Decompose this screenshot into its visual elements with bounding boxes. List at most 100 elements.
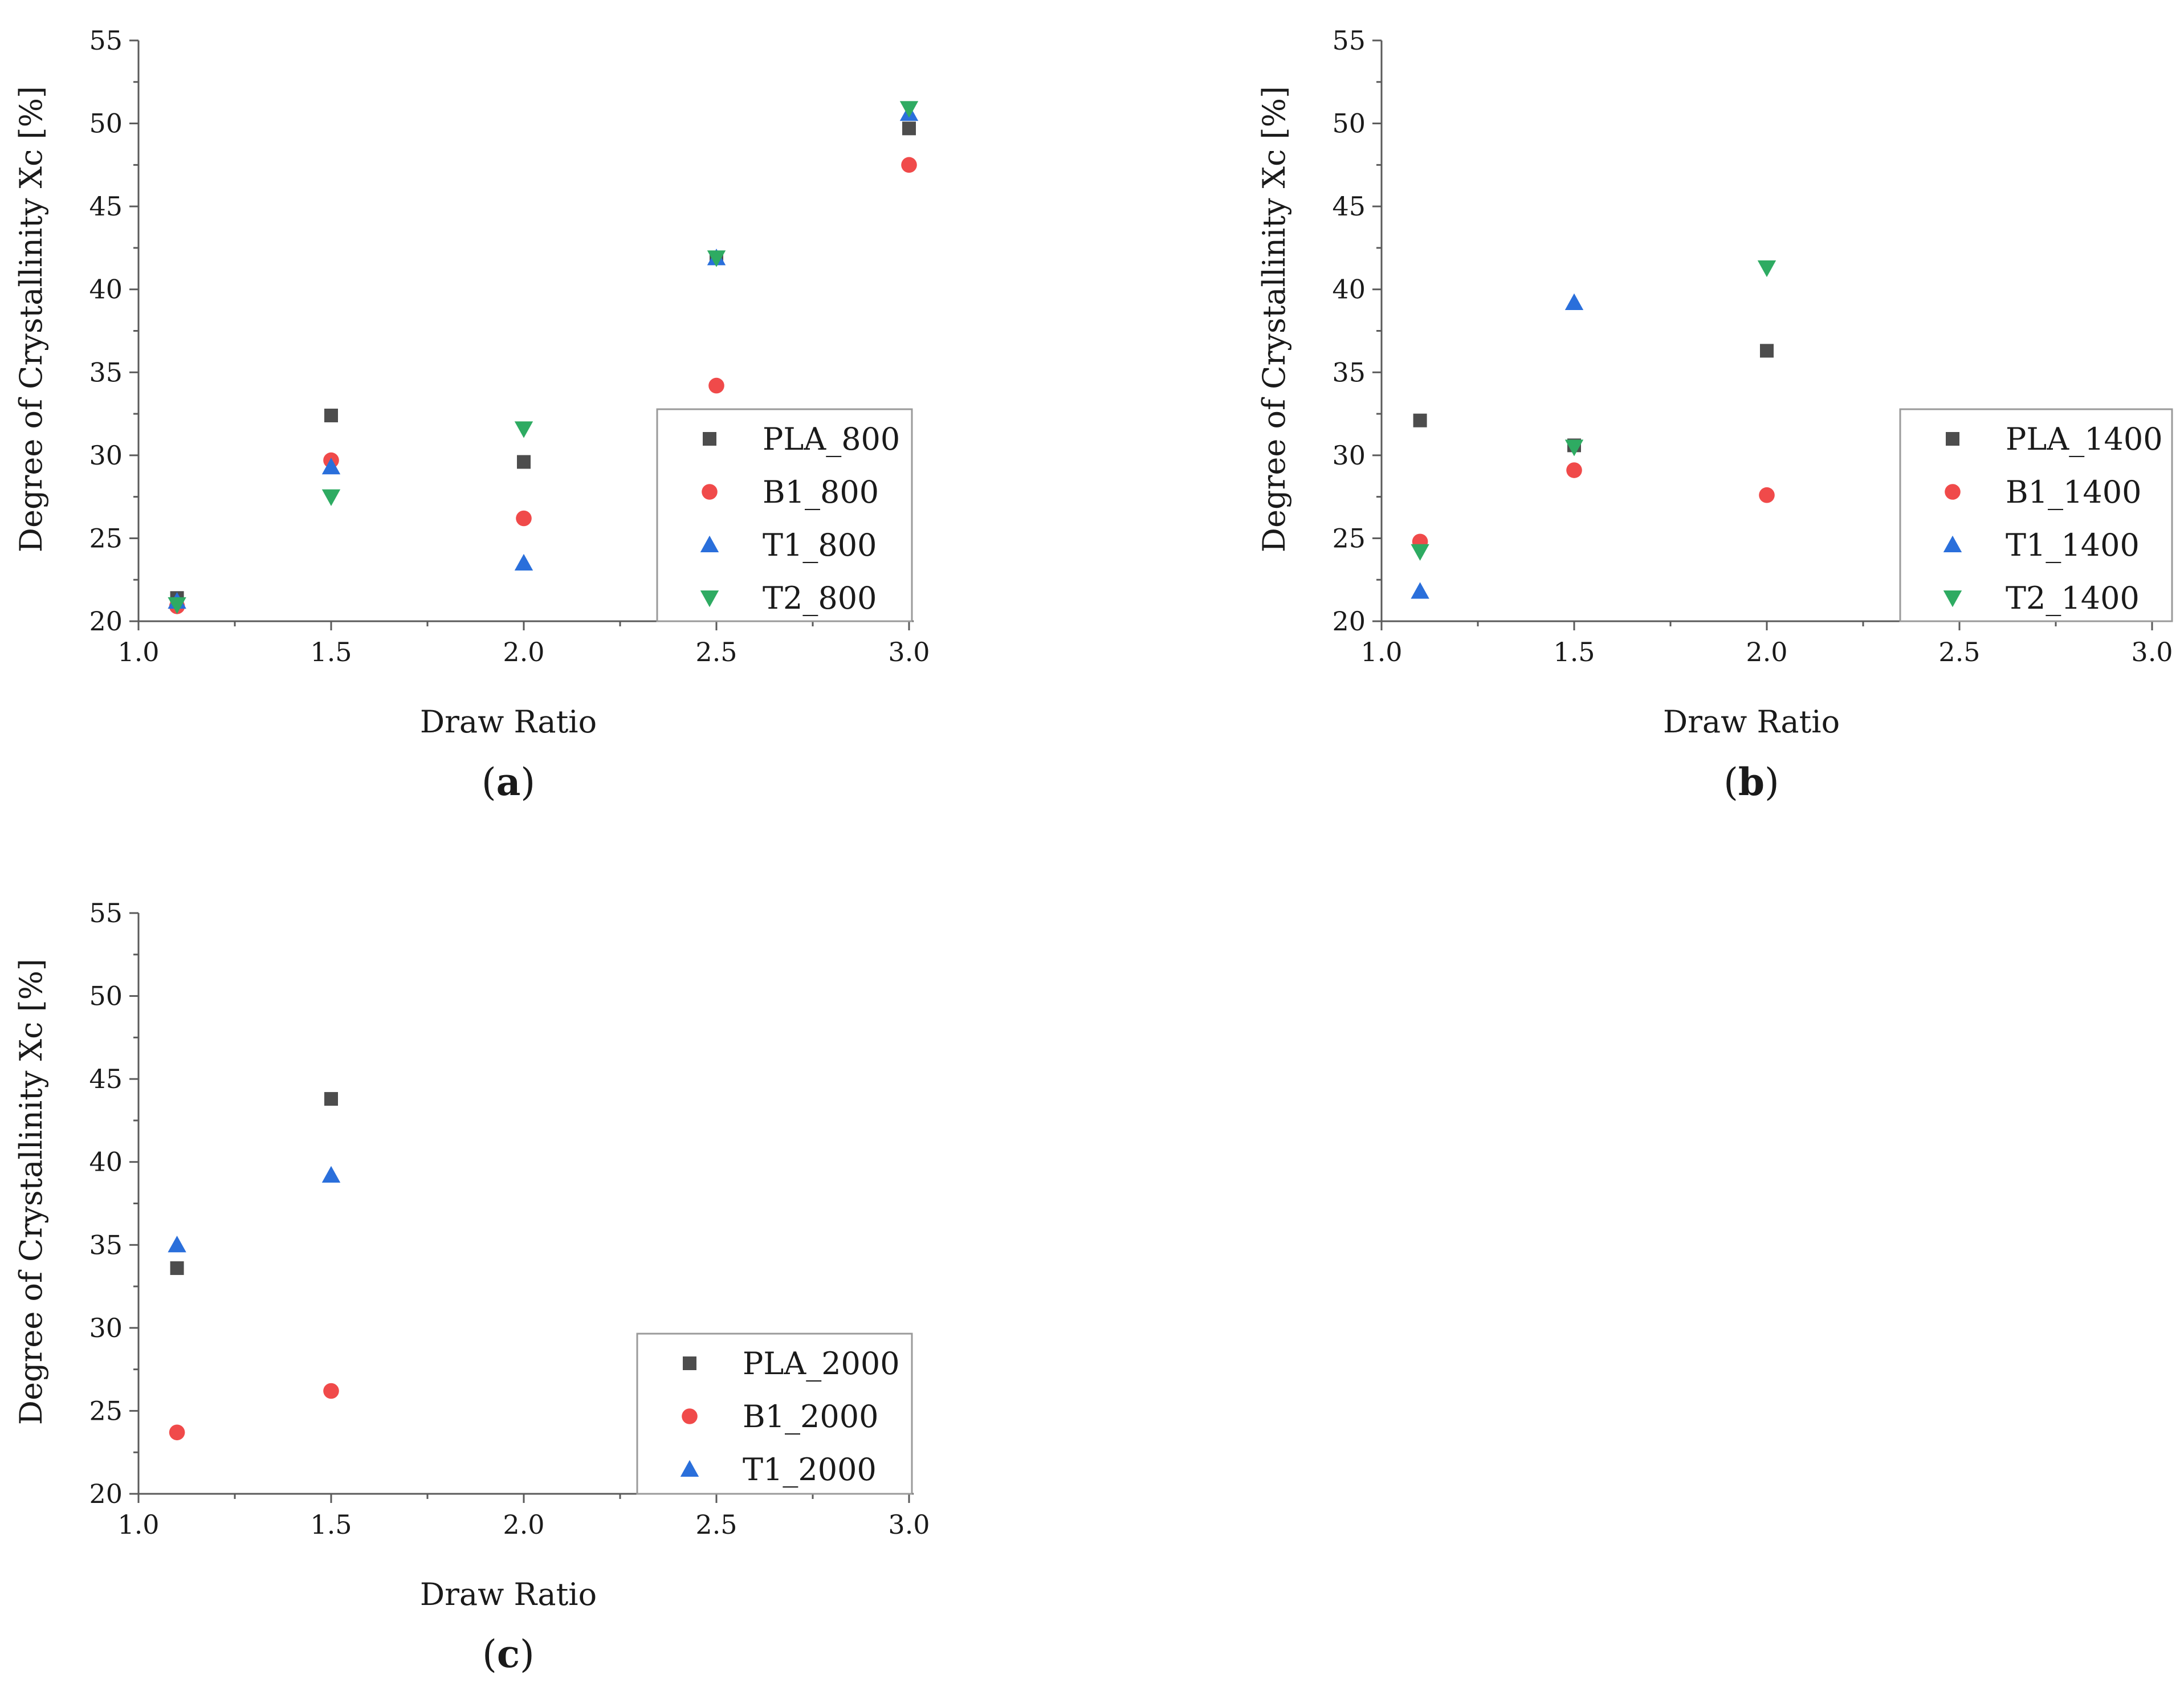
y-axis-label: Degree of Crystallinity Xc [%] bbox=[1256, 86, 1292, 552]
series-B1_2000 bbox=[169, 1383, 339, 1441]
y-tick-label: 50 bbox=[89, 981, 123, 1012]
data-point bbox=[517, 455, 531, 469]
data-point bbox=[902, 121, 916, 136]
x-tick-label: 1.0 bbox=[117, 637, 159, 667]
data-point bbox=[321, 489, 341, 506]
legend-marker bbox=[680, 1460, 699, 1477]
legend-marker bbox=[700, 535, 719, 552]
panel-label: (b) bbox=[1723, 760, 1779, 804]
data-point bbox=[516, 510, 532, 527]
x-tick-label: 2.0 bbox=[503, 1509, 544, 1540]
x-tick-label: 1.5 bbox=[310, 637, 352, 667]
x-tick-label: 3.0 bbox=[2131, 637, 2173, 667]
legend-marker bbox=[1946, 432, 1959, 446]
series-T1_1400 bbox=[1411, 293, 1584, 599]
legend-label: T1_800 bbox=[763, 527, 877, 563]
legend-label: T2_800 bbox=[763, 580, 877, 616]
y-axis-label: Degree of Crystallinity Xc [%] bbox=[13, 86, 49, 552]
data-point bbox=[1566, 462, 1582, 478]
panel-label: (c) bbox=[482, 1632, 535, 1676]
chart-panel-a: 20 25 30 35 40 45 50 55 1.0 1.5 2.0 2.5 3.0 Draw Rati… bbox=[13, 25, 930, 804]
series-T2_800 bbox=[168, 101, 919, 614]
chart-panel-b: 20 25 30 35 40 45 50 55 1.0 1.5 2.0 2.5 3.0 Draw Rati… bbox=[1256, 25, 2173, 804]
x-tick-label: 3.0 bbox=[888, 637, 930, 667]
y-tick-label: 30 bbox=[89, 440, 123, 471]
x-tick-label: 2.5 bbox=[695, 637, 737, 667]
legend-label: PLA_800 bbox=[763, 421, 900, 457]
data-point bbox=[168, 1236, 186, 1253]
data-point bbox=[1411, 544, 1429, 561]
x-tick-label: 1.0 bbox=[1360, 637, 1402, 667]
y-tick-label: 30 bbox=[1332, 440, 1366, 471]
data-point bbox=[324, 1092, 338, 1106]
series-PLA_1400 bbox=[1413, 344, 1774, 453]
y-axis-label: Degree of Crystallinity Xc [%] bbox=[13, 959, 49, 1425]
y-tick-label: 45 bbox=[1332, 191, 1366, 222]
legend-label: T1_1400 bbox=[2006, 527, 2140, 563]
y-tick-label: 35 bbox=[89, 357, 123, 388]
legend-marker bbox=[700, 590, 719, 608]
legend-marker bbox=[703, 432, 716, 446]
x-axis-label: Draw Ratio bbox=[420, 704, 597, 740]
y-tick-label: 50 bbox=[89, 108, 123, 139]
data-point bbox=[1760, 344, 1774, 358]
legend: PLA_800 B1_800 T1_800 T2_800 bbox=[656, 408, 913, 622]
y-tick-label: 40 bbox=[89, 1147, 123, 1178]
x-tick-label: 2.5 bbox=[695, 1509, 737, 1540]
y-tick-label: 30 bbox=[89, 1313, 123, 1343]
legend-marker bbox=[683, 1356, 696, 1370]
y-tick-label: 35 bbox=[89, 1229, 123, 1260]
x-tick-label: 3.0 bbox=[888, 1509, 930, 1540]
legend-box bbox=[656, 408, 913, 622]
y-tick-label: 35 bbox=[1332, 357, 1366, 388]
legend-marker bbox=[702, 484, 718, 500]
legend-label: T1_2000 bbox=[743, 1452, 877, 1488]
y-tick-label: 20 bbox=[89, 1478, 123, 1509]
data-point bbox=[324, 408, 338, 422]
y-tick-label: 55 bbox=[89, 898, 123, 928]
data-point bbox=[170, 1261, 184, 1276]
legend-label: B1_1400 bbox=[2006, 474, 2141, 510]
series-PLA_2000 bbox=[170, 1092, 338, 1276]
legend-marker bbox=[1943, 590, 1962, 608]
legend-marker bbox=[1943, 535, 1962, 552]
y-tick-label: 25 bbox=[1332, 523, 1366, 553]
y-tick-label: 20 bbox=[89, 606, 123, 637]
data-point bbox=[514, 553, 533, 571]
legend-label: PLA_2000 bbox=[743, 1346, 900, 1382]
x-tick-label: 1.0 bbox=[117, 1509, 159, 1540]
y-tick-label: 40 bbox=[1332, 274, 1366, 305]
data-point bbox=[321, 1166, 341, 1183]
data-point bbox=[169, 1424, 185, 1441]
data-point bbox=[514, 421, 533, 438]
legend-label: B1_2000 bbox=[743, 1399, 878, 1435]
data-point bbox=[1411, 582, 1429, 599]
y-tick-label: 25 bbox=[89, 523, 123, 553]
y-tick-label: 25 bbox=[89, 1395, 123, 1426]
data-point bbox=[321, 458, 341, 475]
series-T1_2000 bbox=[168, 1166, 341, 1253]
legend: PLA_1400 B1_1400 T1_1400 T2_1400 bbox=[1899, 408, 2173, 622]
y-tick-label: 55 bbox=[89, 25, 123, 56]
data-point bbox=[323, 1383, 339, 1399]
data-point bbox=[1757, 260, 1776, 278]
series-B1_1400 bbox=[1412, 462, 1775, 550]
data-point bbox=[1759, 487, 1775, 503]
legend-box bbox=[1899, 408, 2173, 622]
y-tick-label: 20 bbox=[1332, 606, 1366, 637]
y-tick-label: 50 bbox=[1332, 108, 1366, 139]
y-tick-label: 45 bbox=[89, 191, 123, 222]
x-tick-label: 2.0 bbox=[1746, 637, 1787, 667]
legend-label: T2_1400 bbox=[2006, 580, 2140, 616]
x-tick-label: 1.5 bbox=[1553, 637, 1595, 667]
data-point bbox=[1413, 413, 1427, 427]
series-T2_1400 bbox=[1411, 260, 1776, 561]
data-point bbox=[708, 377, 724, 394]
y-tick-label: 55 bbox=[1332, 25, 1366, 56]
legend: PLA_2000 B1_2000 T1_2000 bbox=[636, 1333, 913, 1495]
data-point bbox=[707, 250, 726, 267]
y-tick-label: 40 bbox=[89, 274, 123, 305]
data-point bbox=[1564, 439, 1584, 457]
x-tick-label: 1.5 bbox=[310, 1509, 352, 1540]
